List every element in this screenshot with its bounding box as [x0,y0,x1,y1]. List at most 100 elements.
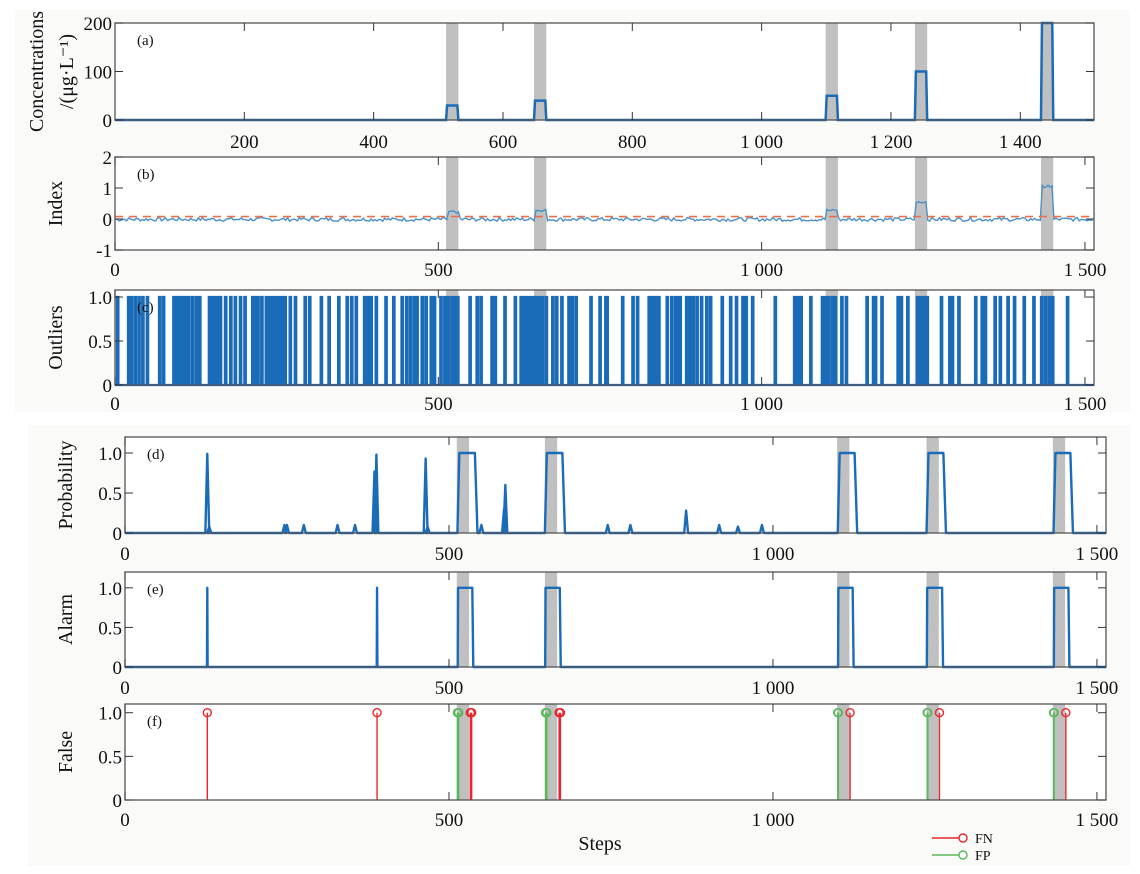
y-axis-label-unit: /(μg·L⁻¹) [56,34,78,109]
x-tick-label: 500 [424,260,453,281]
event-band [544,572,558,667]
event-band [837,572,850,667]
legend-label-fp: FP [975,849,991,864]
x-tick-label: 1 500 [1064,260,1107,281]
event-band [456,704,470,800]
plot-frame [124,436,1107,534]
plot-area [115,23,1094,120]
plot-area [125,437,1106,533]
event-band [534,157,547,250]
x-tick-label: 1 500 [1076,678,1119,699]
y-tick-label: 1 [103,179,113,200]
y-axis-label: False [55,731,77,773]
panel-tag: (d) [147,447,165,463]
panel-tag: (c) [137,300,154,316]
x-tick-label: 1 000 [752,810,795,831]
y-tick-label: 100 [84,63,113,84]
event-band [1052,572,1066,667]
y-tick-label: 0 [103,376,113,397]
panel-tag: (e) [147,582,164,598]
series-line-outliers [115,295,1094,387]
plot-area [115,157,1094,250]
series-line-concentration [115,21,1094,122]
plot-frame [114,156,1095,251]
event-band [534,23,547,120]
plot-area [125,572,1106,667]
stem-marker-fn [934,708,945,718]
panel-tag: (f) [147,714,162,730]
x-tick-label: 1 500 [1064,394,1107,415]
panel-d: 0 500 1 000 1 500 0 0.5 1.0 (d) Probability [55,436,1119,565]
plot-area [125,704,1106,800]
event-band [926,704,939,800]
y-axis-label: Index [45,181,67,227]
plot-frame [124,703,1107,801]
y-tick-label: 0 [113,791,123,812]
legend-marker-fp [958,850,968,860]
x-tick-label: 500 [435,544,464,565]
y-tick-label: 0 [113,524,123,545]
x-tick-label: 0 [120,544,130,565]
x-tick-label: 1 400 [999,132,1042,153]
panel-a: 200 400 600 800 1 000 1 200 1 400 0 100 200 (a) Con… [26,11,1095,153]
x-tick-label: 500 [435,810,464,831]
x-tick-label: 0 [110,394,120,415]
event-band [446,157,459,250]
x-tick-label: 0 [110,260,120,281]
x-axis-label: Steps [578,833,622,855]
event-band [1040,157,1054,250]
y-tick-label: 1.0 [98,444,122,465]
stem-marker-fp [453,708,464,718]
event-band [926,437,939,533]
event-band [456,572,470,667]
y-tick-label: 2 [103,148,113,169]
plot-frame [124,571,1107,668]
event-band [914,157,928,250]
y-tick-label: 0.5 [98,618,122,639]
stem-marker-fn [845,708,855,718]
event-band [446,23,459,120]
x-tick-label: 1 000 [740,132,783,153]
x-tick-label: 0 [120,678,130,699]
stem-marker-fn [466,708,477,718]
x-tick-label: 1 000 [740,260,783,281]
legend-label-fn: FN [975,832,993,847]
stem-marker-fp [923,708,933,718]
x-tick-label: 1 500 [1076,544,1119,565]
y-tick-label: 0.5 [98,747,122,768]
y-tick-label: 0.5 [88,332,112,353]
x-tick-label: 500 [424,394,453,415]
plot-frame [114,289,1095,386]
x-tick-label: 1 000 [740,394,783,415]
y-axis-label: Probability [55,441,77,530]
series-line-index [114,183,1093,223]
x-tick-label: 500 [435,678,464,699]
stem-marker-fp [833,708,844,718]
x-tick-label: 1 200 [870,132,913,153]
event-band [544,437,558,533]
panel-tag: (a) [137,33,154,49]
event-band [837,704,850,800]
x-tick-label: 1 500 [1076,810,1119,831]
y-tick-label: 1.0 [98,579,122,600]
stem-marker-fp [542,708,552,718]
y-axis-label: Alarm [55,594,77,646]
panel-tag: (b) [137,167,155,183]
x-tick-label: 800 [618,132,647,153]
panel-e: 0 500 1 000 1 500 0 0.5 1.0 (e) Alarm [55,571,1119,699]
x-tick-label: 1 000 [752,678,795,699]
event-band [825,157,838,250]
event-band [1052,704,1066,800]
y-tick-label: 1.0 [98,704,122,725]
event-band [1040,23,1054,120]
panel-c: 0 500 1 000 1 500 0 0.5 1.0 (c) Outliers [45,288,1106,415]
y-axis-label: Concentrations [26,11,48,132]
y-tick-label: 0.5 [98,484,122,505]
y-axis-label: Outliers [45,305,67,370]
panel-f: FN FP Steps 0 500 1 000 1 500 0 0.5 1.0 (f) False [55,703,1119,864]
x-tick-label: 400 [359,132,388,153]
y-tick-label: 0 [113,658,123,679]
stem-marker-fn [372,708,382,718]
